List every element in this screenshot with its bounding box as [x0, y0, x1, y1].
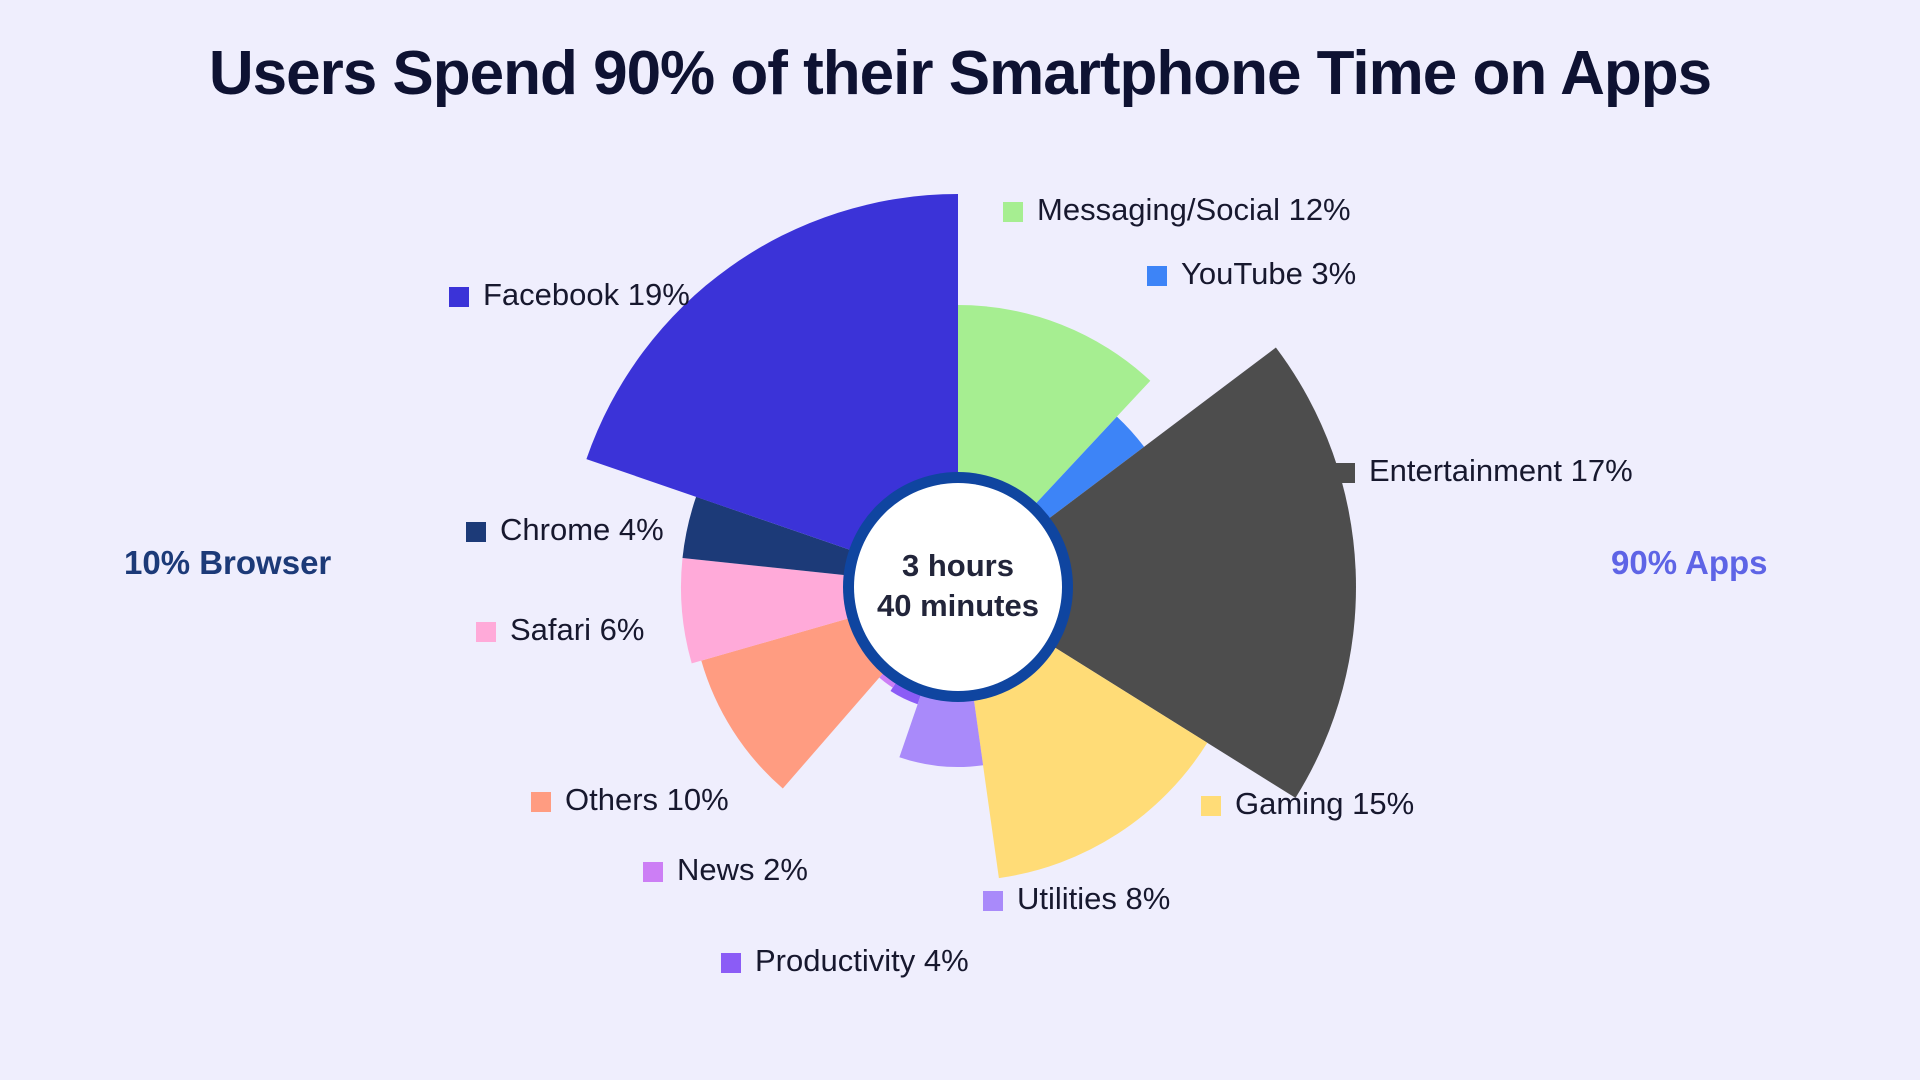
legend-swatch-utilities [983, 891, 1003, 911]
legend-label-safari: Safari 6% [510, 612, 644, 647]
chart-title: Users Spend 90% of their Smartphone Time… [208, 39, 1712, 108]
legend-swatch-facebook [449, 287, 469, 307]
slice-entertainment [958, 347, 1356, 798]
slice-facebook [586, 194, 958, 587]
legend-label-others: Others 10% [565, 782, 729, 817]
browser-group-label: 10% Browser [124, 544, 332, 581]
legend-swatch-news [643, 862, 663, 882]
center-disc [854, 483, 1062, 691]
legend-swatch-others [531, 792, 551, 812]
legend-swatch-messaging-social [1003, 202, 1023, 222]
legend-label-chrome: Chrome 4% [500, 512, 664, 547]
center-label-line-1: 3 hours [902, 548, 1014, 583]
legend-label-messaging-social: Messaging/Social 12% [1037, 192, 1351, 227]
legend-layer: Messaging/Social 12% YouTube 3% Entertainm… [449, 192, 1633, 978]
legend-swatch-gaming [1201, 796, 1221, 816]
legend-label-youtube: YouTube 3% [1181, 256, 1356, 291]
legend-swatch-chrome [466, 522, 486, 542]
legend-swatch-entertainment [1335, 463, 1355, 483]
legend-label-news: News 2% [677, 852, 808, 887]
center-label-line-2: 40 minutes [877, 588, 1039, 623]
legend-label-facebook: Facebook 19% [483, 277, 690, 312]
legend-label-gaming: Gaming 15% [1235, 786, 1414, 821]
legend-label-productivity: Productivity 4% [755, 943, 969, 978]
legend-swatch-productivity [721, 953, 741, 973]
apps-group-label: 90% Apps [1611, 544, 1768, 581]
legend-label-utilities: Utilities 8% [1017, 881, 1170, 916]
legend-label-entertainment: Entertainment 17% [1369, 453, 1633, 488]
legend-swatch-youtube [1147, 266, 1167, 286]
legend-swatch-safari [476, 622, 496, 642]
center-hub: 3 hours 40 minutes [843, 472, 1073, 702]
